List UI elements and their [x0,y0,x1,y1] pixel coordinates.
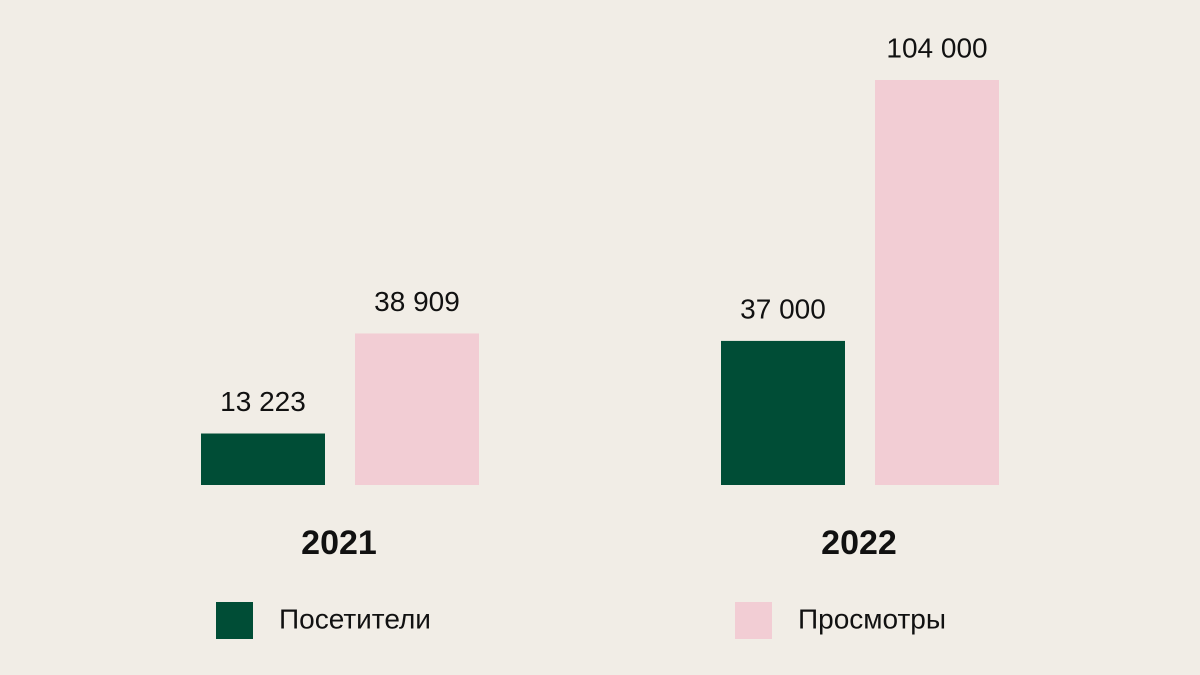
bar [721,340,845,485]
bar [875,80,999,485]
bar [201,433,325,485]
category-label: 2021 [301,524,377,562]
value-label: 38 909 [374,286,460,317]
legend-label: Посетители [279,603,431,634]
value-label: 37 000 [740,293,826,324]
legend-swatch [216,602,253,639]
value-label: 104 000 [886,32,987,63]
value-label: 13 223 [220,386,306,417]
category-label: 2022 [821,524,897,562]
bar [355,333,479,485]
legend-swatch [735,602,772,639]
legend-label: Просмотры [798,603,946,634]
